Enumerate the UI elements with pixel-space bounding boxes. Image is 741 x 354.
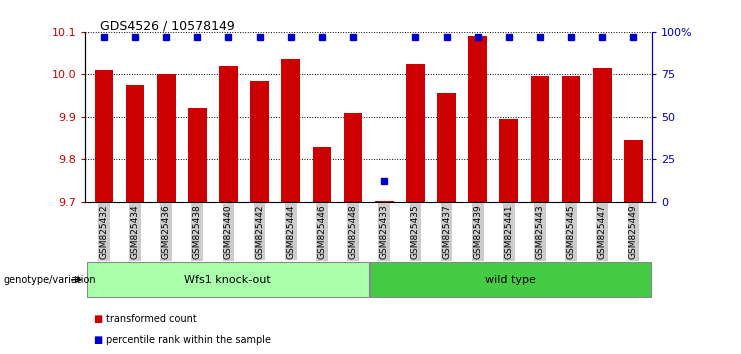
Bar <box>531 76 549 202</box>
Text: GSM825433: GSM825433 <box>379 205 389 259</box>
Bar <box>375 201 393 202</box>
FancyBboxPatch shape <box>87 262 368 297</box>
Text: ■: ■ <box>93 335 102 345</box>
Text: GSM825443: GSM825443 <box>536 205 545 259</box>
Bar <box>250 81 269 202</box>
Text: GSM825434: GSM825434 <box>130 205 139 259</box>
Text: GSM825432: GSM825432 <box>99 205 108 259</box>
Bar <box>313 147 331 202</box>
Text: GDS4526 / 10578149: GDS4526 / 10578149 <box>100 19 235 33</box>
Text: GSM825439: GSM825439 <box>473 205 482 259</box>
Text: GSM825435: GSM825435 <box>411 205 420 259</box>
Text: GSM825438: GSM825438 <box>193 205 202 259</box>
Bar <box>282 59 300 202</box>
Bar <box>499 119 518 202</box>
FancyBboxPatch shape <box>370 262 651 297</box>
Bar <box>624 140 642 202</box>
Text: GSM825448: GSM825448 <box>348 205 358 259</box>
Bar <box>344 113 362 202</box>
Text: transformed count: transformed count <box>106 314 196 324</box>
Bar <box>406 64 425 202</box>
Text: percentile rank within the sample: percentile rank within the sample <box>106 335 271 345</box>
Bar <box>95 70 113 202</box>
Text: Wfs1 knock-out: Wfs1 knock-out <box>185 275 271 285</box>
Bar <box>126 85 144 202</box>
Text: ■: ■ <box>93 314 102 324</box>
Text: GSM825449: GSM825449 <box>629 205 638 259</box>
Text: GSM825436: GSM825436 <box>162 205 170 259</box>
Text: wild type: wild type <box>485 275 536 285</box>
Text: GSM825446: GSM825446 <box>317 205 327 259</box>
Bar <box>562 76 580 202</box>
Text: genotype/variation: genotype/variation <box>4 275 96 285</box>
Bar <box>157 74 176 202</box>
Text: GSM825441: GSM825441 <box>505 205 514 259</box>
Text: GSM825447: GSM825447 <box>598 205 607 259</box>
Text: GSM825437: GSM825437 <box>442 205 451 259</box>
Text: GSM825442: GSM825442 <box>255 205 264 259</box>
Text: GSM825440: GSM825440 <box>224 205 233 259</box>
Bar <box>188 108 207 202</box>
Bar <box>437 93 456 202</box>
Text: GSM825445: GSM825445 <box>567 205 576 259</box>
Bar <box>219 66 238 202</box>
Bar <box>468 36 487 202</box>
Bar <box>593 68 611 202</box>
Text: GSM825444: GSM825444 <box>286 205 295 259</box>
